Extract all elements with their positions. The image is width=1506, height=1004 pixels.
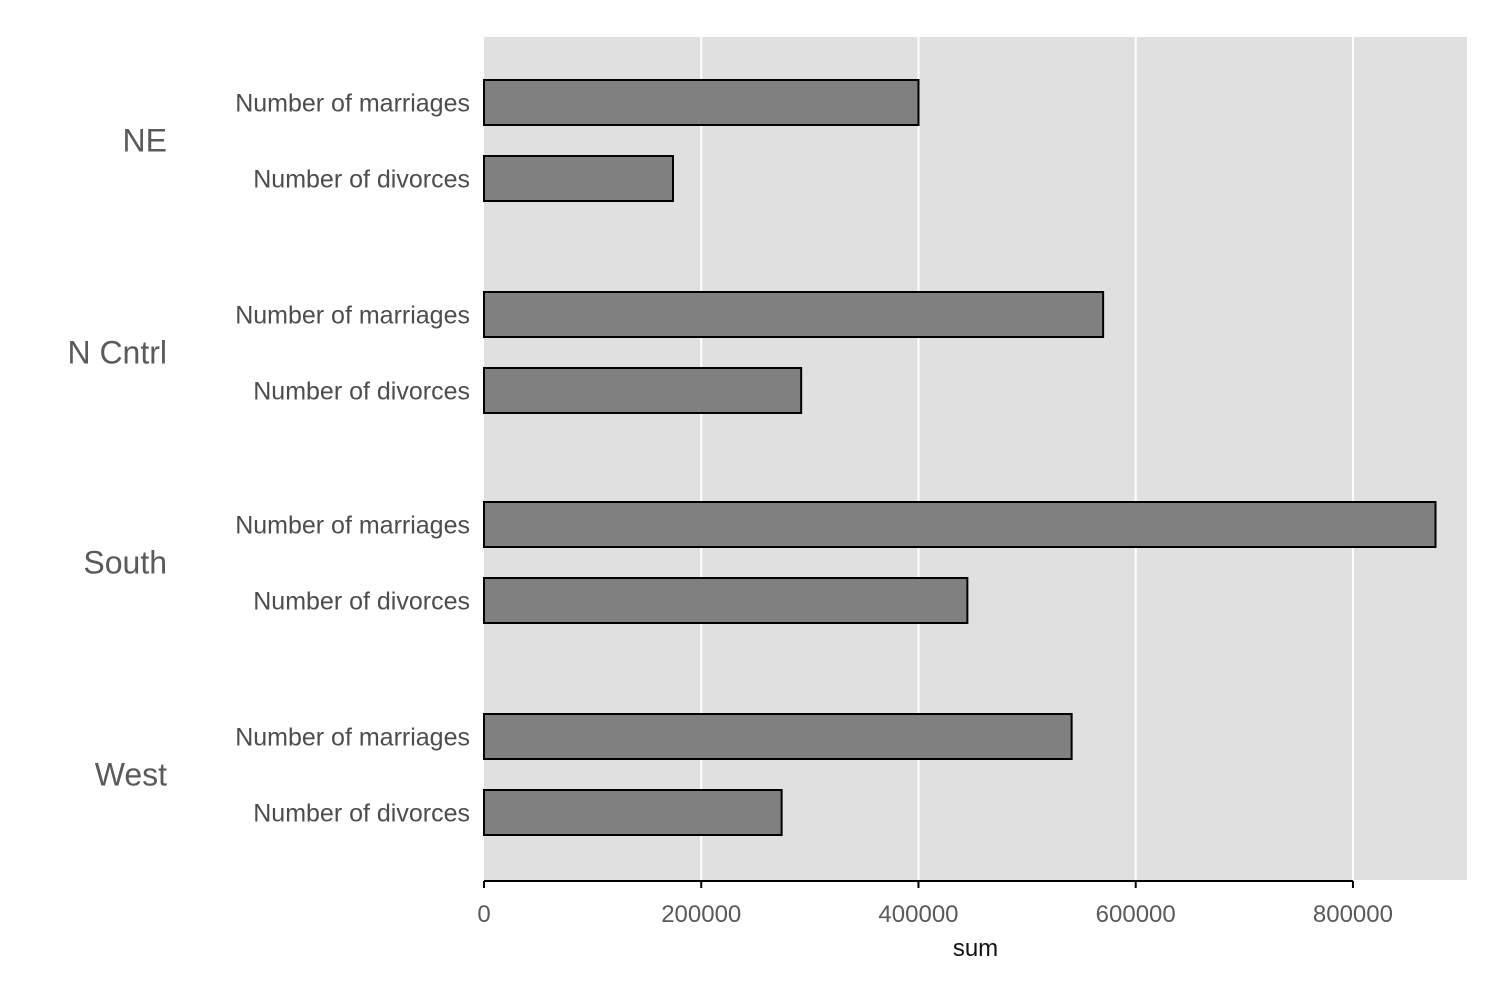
- category-labels: Number of marriages Number of divorces NE N…: [67, 90, 470, 828]
- group-label: South: [83, 545, 167, 581]
- group-label: West: [95, 757, 167, 793]
- bar-n-cntrl-marriages: [483, 291, 1105, 338]
- category-label: Number of divorces: [253, 588, 470, 616]
- bar-ne-marriages: [483, 79, 920, 126]
- category-label: Number of marriages: [235, 512, 470, 540]
- group-label: NE: [123, 123, 167, 159]
- category-label: Number of marriages: [235, 724, 470, 752]
- category-label: Number of divorces: [253, 378, 470, 406]
- x-tick-label: 0: [477, 901, 490, 928]
- bar-south-divorces: [483, 577, 969, 624]
- bar-south-marriages: [483, 501, 1437, 548]
- x-tick-label: 400000: [878, 901, 958, 928]
- category-label: Number of marriages: [235, 90, 470, 118]
- x-axis: 0 200000 400000 600000 800000: [477, 880, 1393, 928]
- category-label: Number of divorces: [253, 800, 470, 828]
- x-tick-label: 800000: [1313, 901, 1393, 928]
- x-tick-label: 600000: [1096, 901, 1176, 928]
- group-label: N Cntrl: [67, 335, 167, 371]
- x-tick-label: 200000: [661, 901, 741, 928]
- bars: [483, 79, 1437, 836]
- bar-ne-divorces: [483, 155, 674, 202]
- x-axis-title: sum: [953, 935, 998, 962]
- category-label: Number of divorces: [253, 166, 470, 194]
- bar-west-marriages: [483, 713, 1073, 760]
- bar-west-divorces: [483, 789, 783, 836]
- category-label: Number of marriages: [235, 302, 470, 330]
- bar-n-cntrl-divorces: [483, 367, 803, 414]
